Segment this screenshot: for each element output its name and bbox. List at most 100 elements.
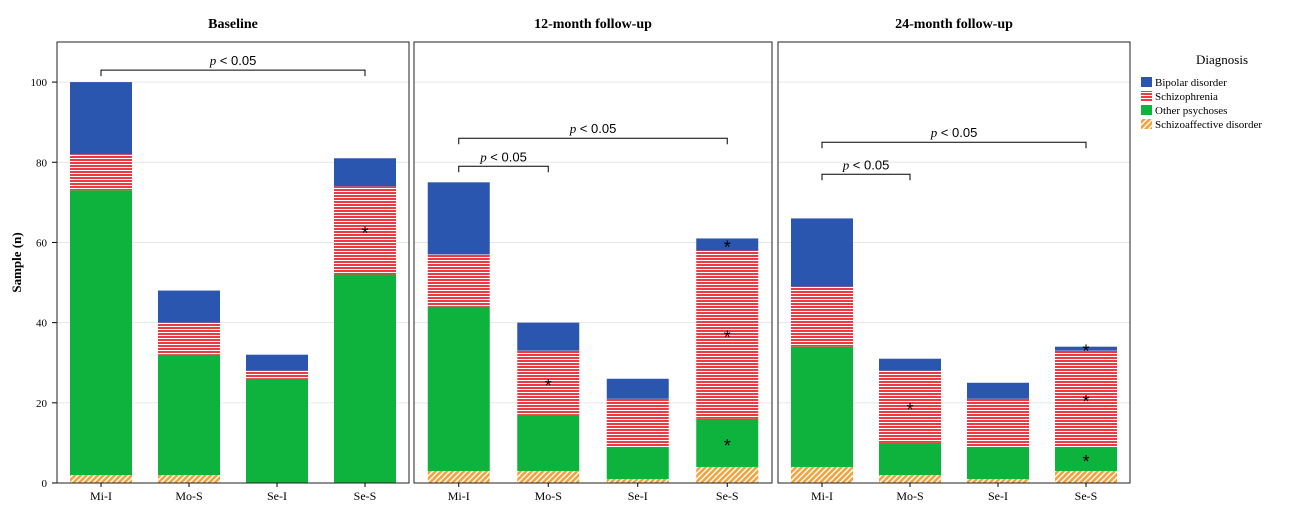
bar-bipolar: [70, 82, 132, 155]
panel-frame: [777, 41, 1131, 484]
bar-bipolar: [967, 382, 1029, 399]
bar-other: [334, 274, 396, 483]
legend-title: Diagnosis: [1196, 52, 1248, 67]
bar-schizophrenia: [879, 370, 941, 443]
y-tick-label: 20: [36, 398, 48, 410]
bar-other: [879, 442, 941, 475]
y-tick-label: 0: [42, 478, 48, 490]
significance-star: *: [361, 223, 368, 243]
p-symbol: p: [842, 157, 850, 172]
bar-schizoaffective: [427, 470, 490, 483]
bar-schizoaffective: [606, 478, 669, 483]
panel-frame: [413, 41, 773, 484]
bar-schizoaffective: [967, 478, 1029, 483]
significance-star: *: [724, 237, 731, 257]
p-symbol: p: [930, 125, 938, 140]
bar-bipolar: [879, 358, 941, 371]
panel-title: Baseline: [208, 17, 258, 32]
p-symbol: p: [479, 149, 487, 164]
p-threshold: < 0.05: [216, 53, 256, 68]
y-tick-label: 80: [36, 157, 48, 169]
bar-other: [158, 354, 220, 475]
panel-title: 12-month follow-up: [534, 17, 652, 32]
bar-schizophrenia: [791, 286, 853, 347]
bar-bipolar: [696, 238, 759, 251]
bar-bipolar: [334, 158, 396, 187]
bar-bipolar: [246, 354, 308, 371]
bar-bipolar: [158, 290, 220, 323]
significance-star: *: [545, 376, 552, 396]
significance-star: *: [724, 436, 731, 456]
category-label: Se-I: [628, 489, 648, 503]
significance-star: *: [1082, 342, 1089, 362]
bar-schizophrenia: [158, 322, 220, 355]
bar-schizoaffective: [696, 466, 759, 483]
legend-swatch-schizoaffective: [1141, 119, 1152, 129]
significance-label: p < 0.05: [930, 125, 978, 140]
bar-schizophrenia: [334, 186, 396, 275]
bar-other: [606, 446, 669, 479]
y-tick-label: 100: [31, 77, 48, 89]
bar-schizophrenia: [606, 398, 669, 447]
legend-label: Other psychoses: [1155, 105, 1227, 117]
legend-label: Bipolar disorder: [1155, 77, 1227, 89]
significance-label: p < 0.05: [209, 53, 257, 68]
bar-schizophrenia: [967, 398, 1029, 447]
y-tick-label: 60: [36, 237, 48, 249]
p-symbol: p: [569, 121, 577, 136]
category-label: Se-S: [354, 489, 377, 503]
bar-schizophrenia: [696, 250, 759, 419]
bar-other: [696, 418, 759, 467]
bar-other: [791, 346, 853, 467]
significance-star: *: [724, 328, 731, 348]
category-label: Se-S: [1075, 489, 1098, 503]
bar-bipolar: [427, 182, 490, 255]
p-threshold: < 0.05: [576, 121, 616, 136]
category-label: Mi-I: [90, 489, 112, 503]
category-label: Mo-S: [896, 489, 923, 503]
p-threshold: < 0.05: [487, 149, 527, 164]
bar-other: [517, 414, 580, 471]
bar-schizophrenia: [70, 154, 132, 191]
significance-star: *: [1082, 392, 1089, 412]
p-threshold: < 0.05: [849, 157, 889, 172]
significance-star: *: [1082, 452, 1089, 472]
significance-label: p < 0.05: [842, 157, 890, 172]
bar-schizoaffective: [1055, 470, 1117, 483]
significance-bracket: [821, 141, 1087, 149]
bar-schizoaffective: [879, 474, 941, 483]
significance-label: p < 0.05: [569, 121, 617, 136]
p-symbol: p: [209, 53, 217, 68]
bar-schizoaffective: [791, 466, 853, 483]
legend-swatch-bipolar: [1141, 77, 1152, 87]
bar-other: [967, 446, 1029, 479]
category-label: Se-S: [716, 489, 739, 503]
significance-bracket: [100, 69, 366, 77]
significance-bracket: [458, 165, 549, 173]
bar-other: [246, 378, 308, 483]
category-label: Mo-S: [535, 489, 562, 503]
bar-schizoaffective: [70, 474, 132, 483]
significance-bracket: [458, 137, 728, 145]
bar-bipolar: [791, 218, 853, 287]
bar-bipolar: [606, 378, 669, 399]
significance-star: *: [906, 400, 913, 420]
y-axis-label: Sample (n): [9, 232, 24, 292]
bar-schizophrenia: [517, 350, 580, 415]
category-label: Mo-S: [175, 489, 202, 503]
bar-other: [427, 306, 490, 471]
bar-schizoaffective: [158, 474, 220, 483]
category-label: Se-I: [267, 489, 287, 503]
significance-label: p < 0.05: [479, 149, 527, 164]
significance-bracket: [821, 173, 911, 181]
bar-schizoaffective: [517, 470, 580, 483]
legend-label: Schizoaffective disorder: [1155, 119, 1262, 131]
bar-other: [70, 190, 132, 475]
category-label: Mi-I: [811, 489, 833, 503]
panel-frame: [56, 41, 410, 484]
bar-bipolar: [1055, 346, 1117, 351]
bar-other: [1055, 446, 1117, 471]
p-threshold: < 0.05: [937, 125, 977, 140]
bar-schizophrenia: [427, 254, 490, 307]
